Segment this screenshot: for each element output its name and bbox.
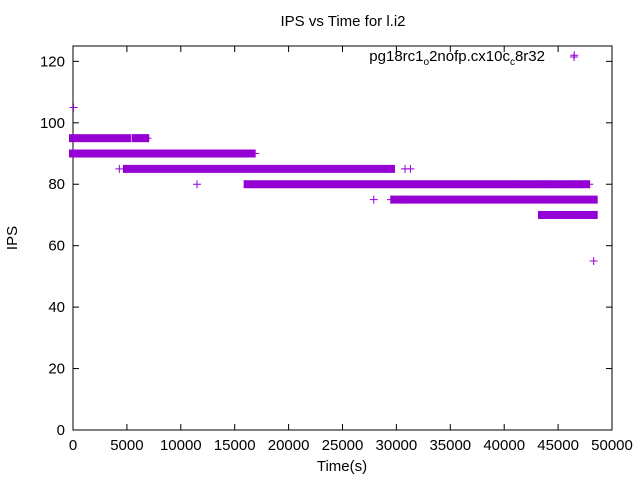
data-point bbox=[589, 257, 598, 266]
data-point bbox=[585, 180, 594, 189]
data-band bbox=[243, 180, 591, 189]
data-band bbox=[69, 134, 131, 143]
data-point bbox=[561, 210, 570, 219]
x-tick-label: 45000 bbox=[537, 437, 579, 454]
x-axis-label: Time(s) bbox=[317, 458, 367, 475]
x-axis-ticks: 0 5000 10000 15000 20000 25000 30000 35000 40000… bbox=[69, 46, 633, 454]
legend-text-part: pg18rc1 bbox=[369, 48, 423, 65]
data-point bbox=[508, 180, 517, 189]
y-tick-label: 120 bbox=[40, 53, 65, 70]
data-point bbox=[115, 164, 124, 173]
y-tick-label: 0 bbox=[57, 422, 65, 439]
y-tick-label: 20 bbox=[48, 361, 65, 378]
data-point bbox=[546, 180, 555, 189]
legend-text-part: 2nofp.cx10c bbox=[429, 48, 510, 65]
y-axis-ticks: 0 20 40 60 80 100 120 bbox=[40, 53, 612, 439]
data-point bbox=[192, 180, 201, 189]
x-tick-label: 35000 bbox=[429, 437, 471, 454]
x-tick-label: 5000 bbox=[110, 437, 143, 454]
data-point bbox=[369, 195, 378, 204]
data-point bbox=[69, 103, 78, 112]
series-points bbox=[69, 51, 598, 266]
y-tick-label: 40 bbox=[48, 299, 65, 316]
data-point bbox=[548, 210, 557, 219]
data-point bbox=[403, 195, 412, 204]
data-point bbox=[143, 134, 152, 143]
data-band bbox=[122, 164, 396, 173]
data-band bbox=[390, 195, 598, 204]
x-tick-label: 15000 bbox=[214, 437, 256, 454]
x-tick-label: 30000 bbox=[376, 437, 418, 454]
data-point bbox=[387, 195, 396, 204]
data-point bbox=[564, 180, 573, 189]
chart-title: IPS vs Time for l.i2 bbox=[280, 13, 405, 30]
legend-plus-icon bbox=[570, 53, 578, 61]
plot-frame bbox=[72, 45, 613, 431]
x-tick-label: 40000 bbox=[483, 437, 525, 454]
legend-marker-plus-icon bbox=[570, 53, 578, 61]
legend-text-part: 8r32 bbox=[515, 48, 545, 65]
x-tick-label: 0 bbox=[69, 437, 77, 454]
x-tick-label: 50000 bbox=[591, 437, 633, 454]
data-point bbox=[579, 210, 588, 219]
y-axis-label: IPS bbox=[4, 226, 21, 250]
x-tick-label: 25000 bbox=[322, 437, 364, 454]
data-band bbox=[69, 149, 255, 158]
y-tick-label: 60 bbox=[48, 238, 65, 255]
y-tick-label: 100 bbox=[40, 115, 65, 132]
legend-label: pg18rc1o2nofp.cx10cc8r32 bbox=[369, 48, 545, 68]
legend: pg18rc1o2nofp.cx10cc8r32 bbox=[369, 48, 578, 68]
x-tick-label: 20000 bbox=[268, 437, 310, 454]
legend-text-part: o bbox=[424, 57, 430, 68]
data-point bbox=[588, 210, 597, 219]
data-point bbox=[406, 164, 415, 173]
data-point bbox=[251, 149, 260, 158]
y-tick-label: 80 bbox=[48, 176, 65, 193]
legend-text-part: c bbox=[510, 57, 515, 68]
x-tick-label: 10000 bbox=[160, 437, 202, 454]
